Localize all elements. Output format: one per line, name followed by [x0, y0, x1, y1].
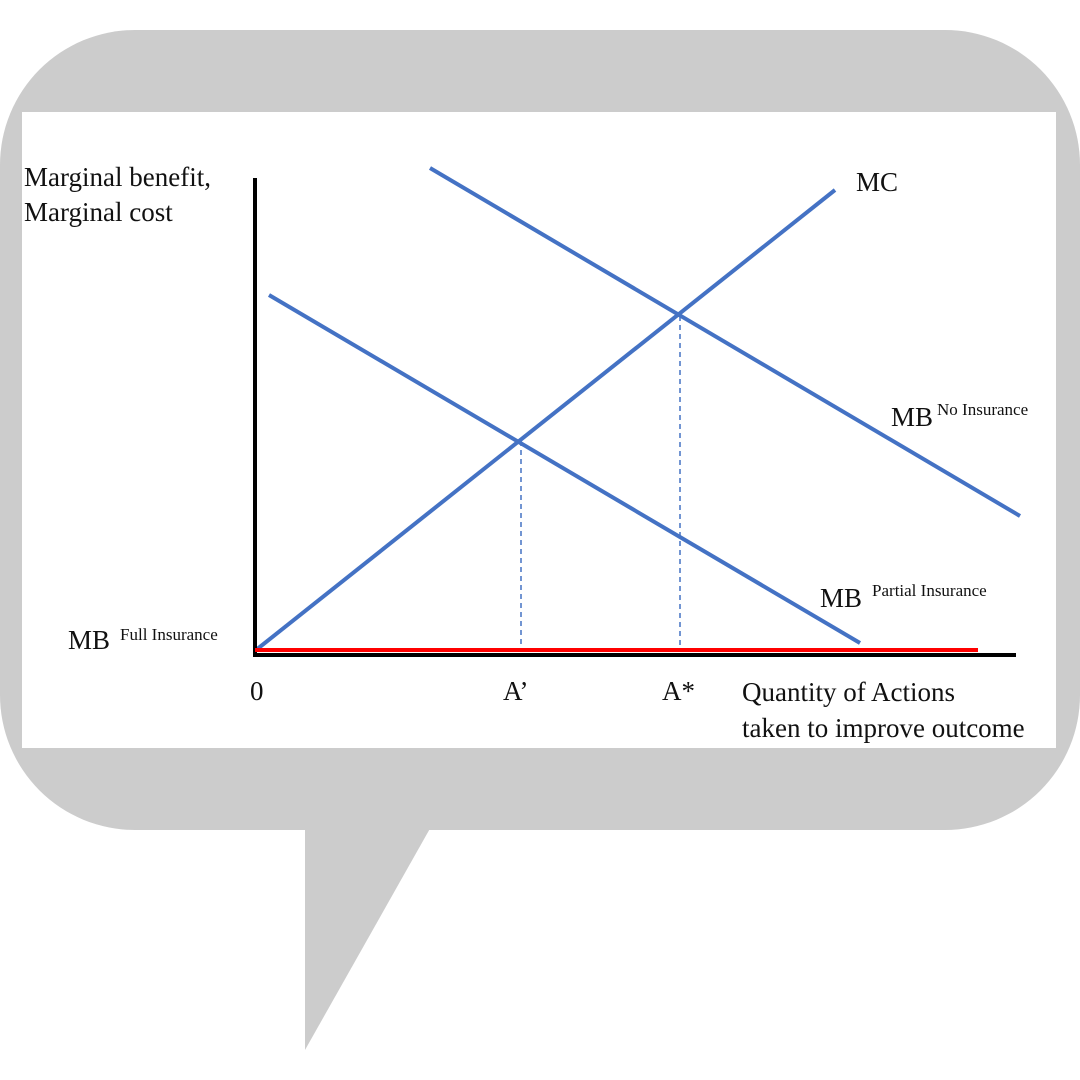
y-axis-label-line1: Marginal benefit,: [24, 162, 211, 192]
bubble-tail: [305, 825, 432, 1050]
mb-no-insurance-curve: [428, 166, 1022, 518]
y-axis-label-line2: Marginal cost: [24, 197, 173, 227]
x-axis-label-line1: Quantity of Actions: [742, 677, 955, 707]
mb-partial-insurance-base: MB: [820, 583, 862, 613]
mb-partial-insurance-label: MB Partial Insurance: [820, 581, 987, 613]
origin-label: 0: [250, 676, 264, 706]
mb-partial-insurance-curve: [267, 293, 862, 645]
mb-partial-insurance-sup: Partial Insurance: [872, 581, 987, 600]
chart-panel: [22, 112, 1056, 748]
mb-no-insurance-label: MB No Insurance: [891, 400, 1028, 432]
mb-full-insurance-label: MB Full Insurance: [68, 625, 218, 655]
mc-curve: [254, 188, 837, 652]
x-axis-label-line2: taken to improve outcome: [742, 713, 1025, 743]
mb-no-insurance-base: MB: [891, 402, 933, 432]
tick-a-star-label: A*: [662, 676, 695, 706]
tick-a-prime-label: A’: [503, 676, 529, 706]
mb-no-insurance-sup: No Insurance: [937, 400, 1028, 419]
mb-full-insurance-base: MB: [68, 625, 110, 655]
mb-full-insurance-sup: Full Insurance: [120, 625, 218, 644]
mc-label: MC: [856, 167, 898, 197]
